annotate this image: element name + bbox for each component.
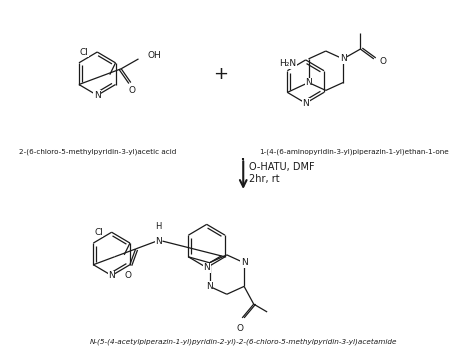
Text: N: N: [94, 91, 100, 100]
Text: N: N: [203, 263, 210, 272]
Text: H: H: [155, 222, 162, 231]
Text: N: N: [108, 271, 115, 280]
Text: N: N: [155, 237, 162, 246]
Text: O-HATU, DMF
2hr, rt: O-HATU, DMF 2hr, rt: [249, 162, 315, 184]
Text: Cl: Cl: [80, 48, 89, 56]
Text: OH: OH: [147, 51, 161, 60]
Text: +: +: [213, 65, 228, 83]
Text: N: N: [206, 282, 213, 291]
Text: N: N: [302, 99, 309, 108]
Text: O: O: [380, 58, 387, 66]
Text: N: N: [305, 78, 312, 87]
Text: O: O: [237, 324, 244, 333]
Text: N-(5-(4-acetylpiperazin-1-yl)pyridin-2-yl)-2-(6-chloro-5-methylpyridin-3-yl)acet: N-(5-(4-acetylpiperazin-1-yl)pyridin-2-y…: [90, 339, 397, 345]
Text: O: O: [125, 270, 131, 280]
Text: Cl: Cl: [94, 228, 103, 237]
Text: 2-(6-chloro-5-methylpyridin-3-yl)acetic acid: 2-(6-chloro-5-methylpyridin-3-yl)acetic …: [18, 149, 176, 155]
Text: N: N: [340, 54, 346, 63]
Text: 1-(4-(6-aminopyridin-3-yl)piperazin-1-yl)ethan-1-one: 1-(4-(6-aminopyridin-3-yl)piperazin-1-yl…: [259, 149, 448, 155]
Text: N: N: [241, 258, 247, 267]
Text: O: O: [128, 87, 135, 95]
Text: H₂N: H₂N: [279, 59, 296, 68]
